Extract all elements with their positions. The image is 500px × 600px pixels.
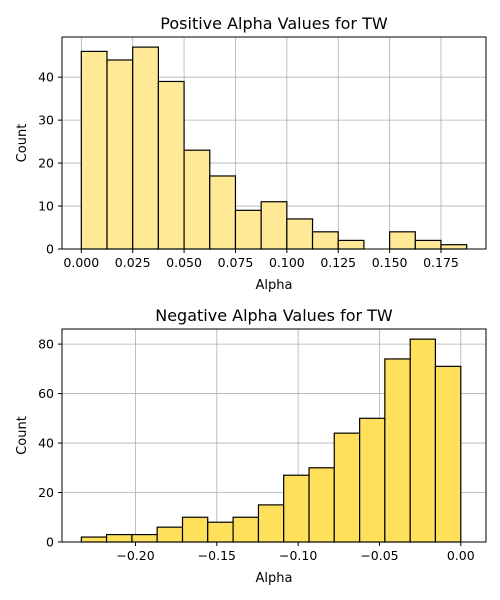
- histogram-bar: [409, 338, 437, 543]
- histogram-bar: [286, 218, 314, 250]
- x-axis-label: Alpha: [256, 278, 293, 293]
- histogram-bar: [311, 231, 339, 250]
- x-axis-label: Alpha: [256, 571, 293, 586]
- histogram-bar: [232, 516, 260, 543]
- histogram-bar: [183, 149, 211, 250]
- y-tick-label: 20: [38, 156, 54, 171]
- histogram-bar: [157, 80, 185, 250]
- chart-title: Positive Alpha Values for TW: [160, 14, 388, 33]
- axes-frame: [61, 328, 487, 543]
- x-tick-label: 0.000: [63, 255, 99, 270]
- histogram-bar: [440, 244, 468, 250]
- y-tick-label: 0: [46, 535, 54, 550]
- histogram-bar: [105, 533, 133, 543]
- histogram-bar: [359, 417, 386, 543]
- histogram-bar: [333, 432, 361, 543]
- histogram-bar: [384, 358, 411, 543]
- y-tick-label: 30: [38, 113, 54, 128]
- histogram-bar: [106, 59, 134, 250]
- histogram-bar: [337, 239, 365, 250]
- histogram-bar: [234, 209, 262, 250]
- y-tick-label: 80: [38, 337, 54, 352]
- histogram-bar: [80, 50, 108, 250]
- x-tick-label: 0.100: [269, 255, 305, 270]
- y-tick-label: 60: [38, 386, 54, 401]
- x-tick-label: −0.20: [116, 548, 154, 563]
- histogram-bar: [260, 201, 288, 250]
- histogram-bar: [283, 474, 310, 543]
- histogram-bar: [257, 504, 285, 543]
- axes-frame: [61, 36, 487, 250]
- y-tick-label: 10: [38, 199, 54, 214]
- histogram-bar: [207, 521, 234, 543]
- chart-panel-1: 0.000 0.025 0.050 0.075 0.100 0.125 0.150 0.175…: [15, 14, 487, 293]
- x-tick-label: 0.175: [423, 255, 459, 270]
- x-tick-label: 0.125: [320, 255, 356, 270]
- x-tick-label: 0.150: [372, 255, 408, 270]
- histogram-bar: [131, 533, 158, 543]
- chart-title: Negative Alpha Values for TW: [155, 306, 393, 325]
- y-axis-label: Count: [15, 416, 30, 455]
- histogram-bar: [209, 175, 237, 250]
- histogram-bar: [156, 526, 184, 543]
- x-tick-label: 0.025: [115, 255, 151, 270]
- x-tick-label: −0.15: [198, 548, 236, 563]
- y-tick-label: 20: [38, 485, 54, 500]
- histogram-bar: [181, 516, 209, 543]
- y-tick-label: 0: [46, 242, 54, 257]
- histogram-bar: [308, 467, 335, 543]
- histogram-bar: [389, 231, 416, 250]
- y-tick-label: 40: [38, 70, 54, 85]
- y-tick-label: 40: [38, 436, 54, 451]
- histogram-bar: [80, 536, 108, 543]
- histogram-bar: [414, 239, 442, 250]
- x-tick-label: 0.00: [447, 548, 475, 563]
- x-tick-label: 0.050: [166, 255, 202, 270]
- x-tick-label: 0.075: [218, 255, 254, 270]
- histogram-bar: [132, 46, 159, 250]
- x-tick-label: −0.10: [279, 548, 317, 563]
- x-tick-label: −0.05: [360, 548, 398, 563]
- chart-panel-2: −0.20 −0.15 −0.10 −0.05 0.00 0 20 40 60 80 Negativ…: [15, 306, 487, 586]
- histogram-bar: [434, 365, 462, 543]
- y-axis-label: Count: [15, 124, 30, 163]
